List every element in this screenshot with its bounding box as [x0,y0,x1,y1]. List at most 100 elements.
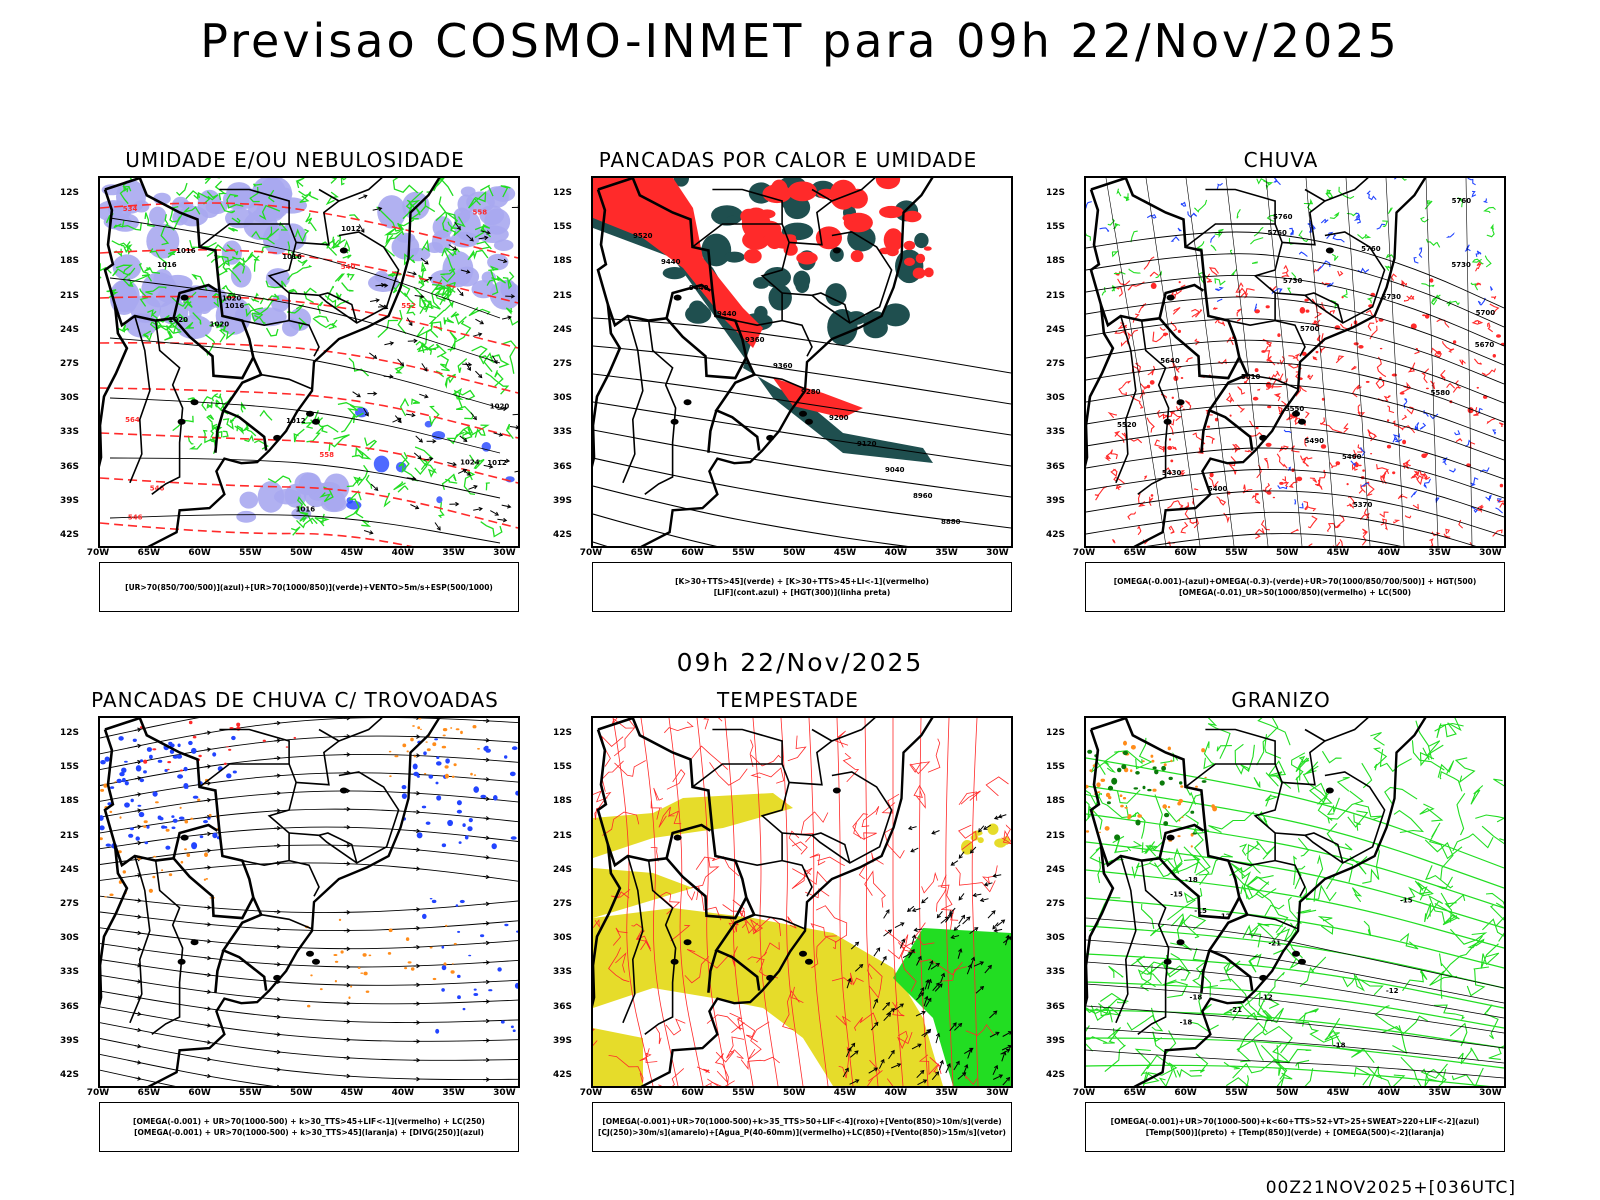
humidity-low-contour [341,413,356,433]
wind-vector [973,893,982,897]
rain-red-speck [1170,459,1174,463]
lat-tick-label: 12S [553,728,573,738]
precip-water-contour [985,776,1009,797]
divergence-blue-dot [121,767,127,773]
contour-label: -15 [1400,896,1413,904]
wind-vector [922,1079,928,1084]
wind-vector [432,439,437,444]
wind-vector [418,438,424,443]
rain-red-contour [1397,493,1408,500]
wind-vector [962,916,971,925]
rain-green-contour [1253,227,1264,237]
humidity-upper-area [112,254,142,280]
rain-red-speck [1424,453,1428,456]
wind-vector [368,352,377,359]
country-border [707,409,718,453]
temp850-contour [1246,885,1289,934]
wind-vector [998,1074,1004,1079]
streamline-arrow [485,855,491,860]
wind-vector [364,412,369,417]
rain-red-contour [1404,515,1412,519]
wind-vector [478,506,483,512]
lat-tick-label: 36S [553,461,573,472]
state-border [789,188,834,246]
wind-vector [1005,1048,1011,1053]
humidity-low-contour [297,496,307,513]
omega-orange-dot [1108,796,1112,800]
streamline-arrow [274,722,281,724]
state-border [1137,860,1170,1035]
streamline-arrow [416,753,421,758]
temp850-contour [1253,777,1261,789]
rain-red-speck [1265,442,1272,447]
humidity-low-contour [119,185,132,205]
rain-red-speck [1370,453,1373,455]
country-border [1158,857,1241,920]
wind-vector [917,955,922,961]
temp850-contour [1086,790,1091,795]
rain-red-contour [1170,321,1178,332]
rain-red-speck [1243,381,1247,384]
temp850-contour [1116,789,1141,804]
precip-water-contour [602,811,640,836]
temp850-contour [1295,1021,1339,1043]
streamline-arrow [485,979,491,985]
streamline-arrow [207,905,212,910]
rain-red-contour [1121,380,1132,388]
divergence-blue-dot [124,802,130,808]
rain-red-contour [1113,476,1125,484]
divergence-blue-dot [130,798,134,803]
wind-vector [974,927,979,932]
rain-red-contour [1313,319,1321,328]
rain-red-contour [1407,362,1416,373]
temp850-contour [1411,740,1445,771]
divergence-blue-dot [135,836,140,841]
precip-water-contour [965,1023,995,1037]
wind-vector [950,861,955,866]
humidity-low-contour [383,492,391,508]
rain-green-contour [1250,237,1264,245]
rain-blue-contour [1392,437,1399,443]
divergence-blue-dot [441,945,445,949]
wind-vector [447,462,457,466]
precip-water-contour [666,769,686,790]
temp850-contour [1336,776,1350,792]
country-border [104,718,268,991]
precip-water-contour [791,841,808,855]
temp850-contour [1245,840,1276,860]
wind-vector [855,1079,860,1084]
lat-tick-label: 42S [60,1070,80,1080]
streamline-arrow [276,927,282,932]
humidity-low-contour [305,213,317,232]
streamline [100,1038,518,1081]
humidity-low-contour [176,182,188,197]
panel-title: PANCADAS POR CALOR E UMIDADE [598,148,978,172]
rain-red-contour [1423,472,1429,480]
humidity-upper-area [479,205,505,226]
rain-red-speck [1209,472,1214,478]
rain-red-contour [1237,386,1246,395]
divergence-blue-dot [118,736,124,741]
rain-red-speck [1299,307,1306,314]
hgt500-isoline [1086,318,1504,385]
rain-blue-contour [1489,286,1493,291]
precip-water-contour [835,1015,851,1026]
wind-vector [921,1029,931,1037]
divergence-blue-dot [171,826,176,830]
humidity-low-contour [312,317,337,329]
streamline-arrow [204,957,211,959]
rain-red-speck [1146,384,1151,389]
temp850-contour [1466,966,1490,997]
thunder-orange-dot [402,743,407,748]
divergence-blue-dot [441,843,447,848]
thunder-orange-dot [442,728,448,732]
humidity-low-contour [420,261,427,286]
streamline-arrow [346,824,351,830]
humidity-upper-area [377,195,406,229]
streamline-arrow [346,1037,351,1042]
contour-label: 5760 [1452,197,1472,205]
lat-tick-label: 39S [1046,495,1066,506]
wind-vector [456,288,464,296]
humidity-low-contour [232,257,246,274]
streamline-arrow [346,946,351,952]
